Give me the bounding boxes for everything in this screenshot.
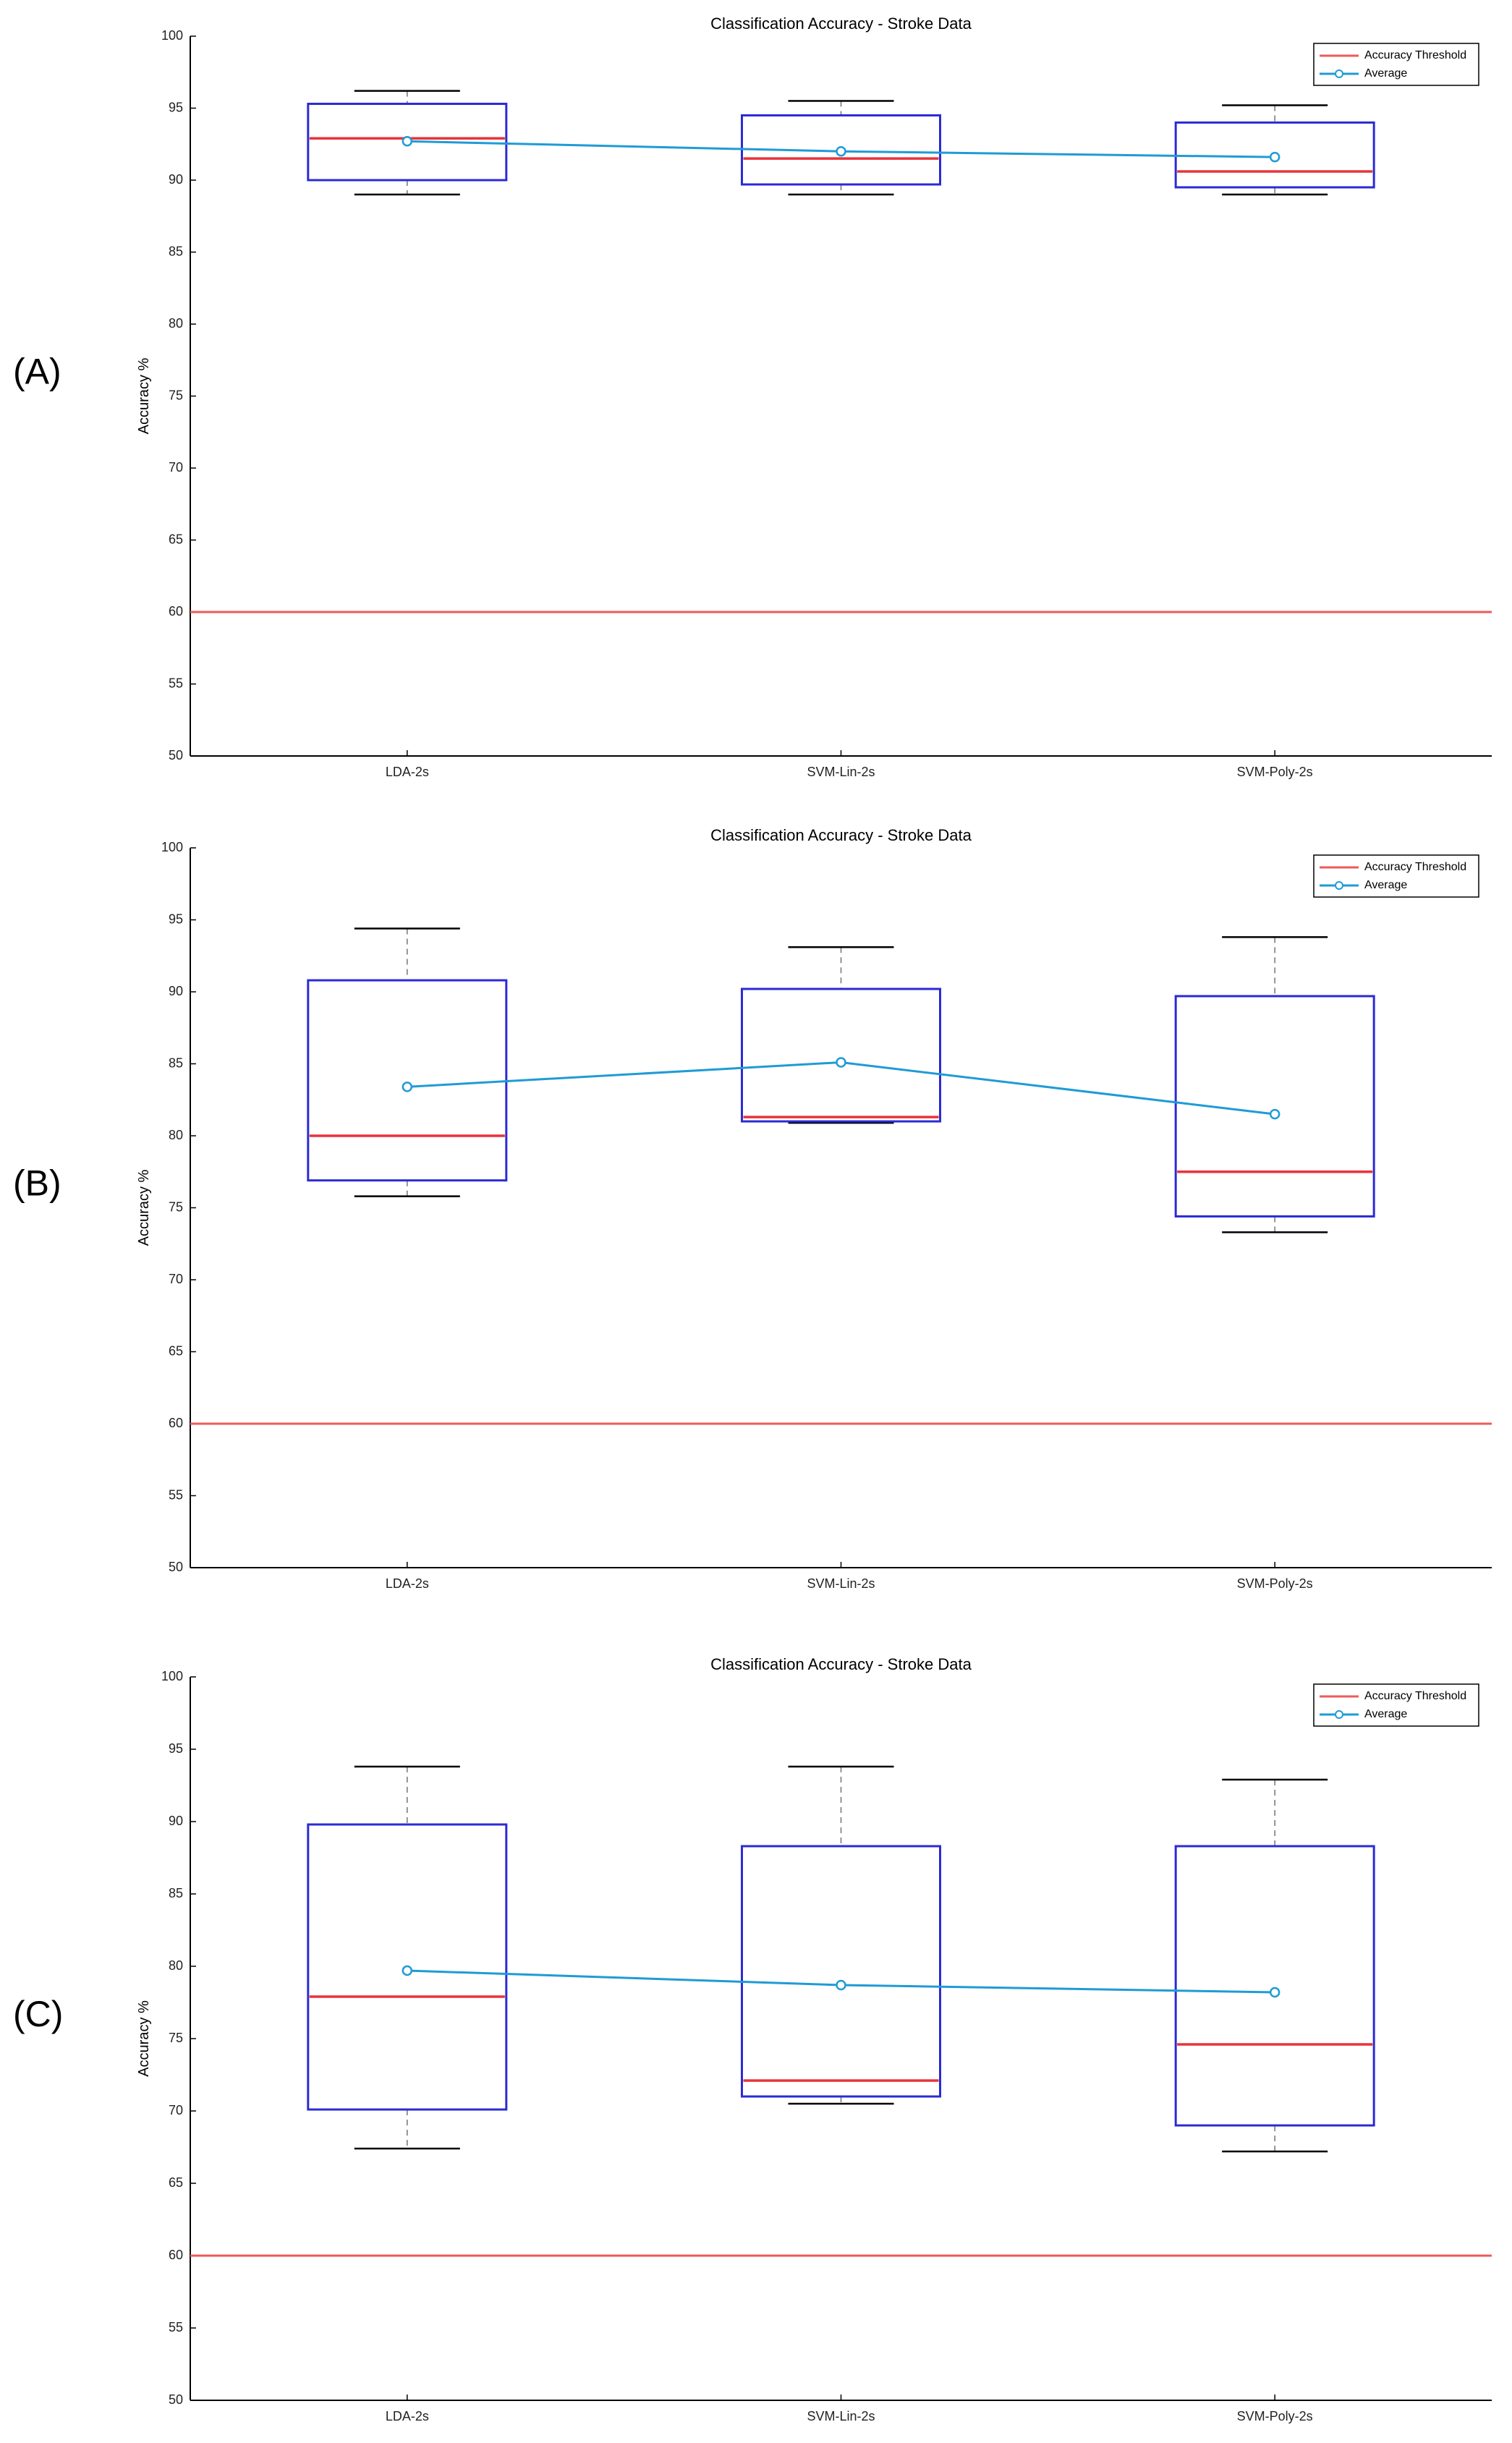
y-tick-label: 80: [169, 1128, 183, 1142]
y-axis-label: Accuracy %: [136, 1169, 152, 1246]
x-tick-label: LDA-2s: [386, 2409, 429, 2423]
y-tick-label: 55: [169, 2320, 183, 2334]
y-tick-label: 65: [169, 2175, 183, 2190]
box-LDA-2s: [307, 1765, 508, 2150]
chart-title: Classification Accuracy - Stroke Data: [710, 14, 972, 33]
panel-label: (C): [13, 1994, 63, 2034]
y-tick-label: 85: [169, 1055, 183, 1070]
panel-label: (A): [13, 352, 61, 392]
box-LDA-2s: [307, 927, 508, 1197]
y-tick-label: 95: [169, 100, 183, 114]
legend-marker-icon: [1335, 881, 1343, 890]
y-tick-label: 95: [169, 912, 183, 926]
y-tick-label: 70: [169, 460, 183, 475]
average-point: [836, 145, 846, 157]
y-tick-label: 90: [169, 172, 183, 187]
legend-box: [1313, 854, 1479, 898]
legend: Accuracy Threshold Average: [1313, 43, 1479, 86]
average-point: [1269, 151, 1280, 163]
y-tick-label: 90: [169, 984, 183, 998]
legend-entry-threshold: Accuracy Threshold: [1364, 861, 1466, 873]
y-tick-label: 65: [169, 532, 183, 546]
legend-marker-icon: [1335, 1710, 1343, 1719]
y-tick-label: 95: [169, 1741, 183, 1756]
y-tick-label: 55: [169, 1487, 183, 1502]
x-tick-label: LDA-2s: [386, 765, 429, 779]
x-tick-label: SVM-Lin-2s: [807, 1576, 875, 1591]
chart-panel-3: (C) Classification Accuracy - Stroke Data…: [13, 1655, 1492, 2423]
legend-entry-average: Average: [1364, 1708, 1407, 1720]
chart-title: Classification Accuracy - Stroke Data: [710, 826, 972, 844]
y-tick-label: 90: [169, 1814, 183, 1828]
legend-entry-threshold: Accuracy Threshold: [1364, 1690, 1466, 1702]
y-tick-label: 80: [169, 1958, 183, 1973]
y-tick-label: 85: [169, 244, 183, 258]
average-point: [402, 1082, 413, 1092]
y-tick-label: 50: [169, 1560, 183, 1574]
y-tick-label: 75: [169, 388, 183, 402]
box-SVM-Poly-2s: [1174, 1778, 1375, 2153]
x-tick-label: SVM-Lin-2s: [807, 765, 875, 779]
y-tick-label: 70: [169, 1272, 183, 1286]
box-SVM-Poly-2s: [1174, 104, 1375, 196]
average-point: [836, 1057, 846, 1068]
iqr-box: [741, 1845, 941, 2098]
y-tick-label: 75: [169, 2031, 183, 2045]
x-tick-label: SVM-Poly-2s: [1237, 2409, 1313, 2423]
y-tick-label: 75: [169, 1199, 183, 1214]
legend: Accuracy Threshold Average: [1313, 1683, 1479, 1727]
y-tick-label: 70: [169, 2103, 183, 2117]
y-tick-label: 50: [169, 748, 183, 762]
legend-marker-icon: [1335, 69, 1343, 78]
average-point: [836, 1979, 846, 1991]
x-tick-label: SVM-Lin-2s: [807, 2409, 875, 2423]
box-SVM-Lin-2s: [741, 946, 941, 1124]
y-tick-label: 85: [169, 1886, 183, 1900]
legend-entry-average: Average: [1364, 67, 1407, 80]
box-SVM-Lin-2s: [741, 1765, 941, 2105]
y-tick-label: 60: [169, 2248, 183, 2262]
y-tick-label: 100: [161, 28, 183, 43]
iqr-box: [307, 1823, 508, 2111]
y-tick-label: 60: [169, 604, 183, 619]
x-tick-label: LDA-2s: [386, 1576, 429, 1591]
x-tick-label: SVM-Poly-2s: [1237, 765, 1313, 779]
average-line: [407, 1061, 1275, 1116]
y-tick-label: 55: [169, 676, 183, 690]
chart-panel-2: (B) Classification Accuracy - Stroke Data…: [13, 826, 1492, 1591]
y-tick-label: 60: [169, 1416, 183, 1430]
y-tick-label: 100: [161, 1669, 183, 1683]
y-tick-label: 50: [169, 2392, 183, 2407]
chart-title: Classification Accuracy - Stroke Data: [710, 1655, 972, 1673]
box-SVM-Poly-2s: [1174, 936, 1375, 1233]
iqr-box: [1174, 995, 1375, 1218]
y-tick-label: 65: [169, 1343, 183, 1358]
legend-entry-threshold: Accuracy Threshold: [1364, 49, 1466, 61]
legend-box: [1313, 43, 1479, 86]
legend-entry-average: Average: [1364, 879, 1407, 891]
chart-panel-1: (A) Classification Accuracy - Stroke Data…: [13, 14, 1492, 779]
y-axis-label: Accuracy %: [136, 357, 152, 434]
y-tick-label: 100: [161, 840, 183, 854]
y-tick-label: 80: [169, 316, 183, 331]
iqr-box: [1174, 1845, 1375, 2127]
x-tick-label: SVM-Poly-2s: [1237, 1576, 1313, 1591]
iqr-box: [307, 979, 508, 1182]
average-point: [1269, 1108, 1280, 1120]
iqr-box: [741, 987, 941, 1123]
iqr-box: [307, 103, 508, 182]
average-point: [1269, 1987, 1280, 1998]
y-axis-label: Accuracy %: [136, 2000, 152, 2077]
legend-box: [1313, 1683, 1479, 1727]
legend: Accuracy Threshold Average: [1313, 854, 1479, 898]
average-point: [402, 136, 413, 147]
box-LDA-2s: [307, 90, 508, 196]
panel-label: (B): [13, 1163, 61, 1204]
average-point: [402, 1965, 413, 1976]
